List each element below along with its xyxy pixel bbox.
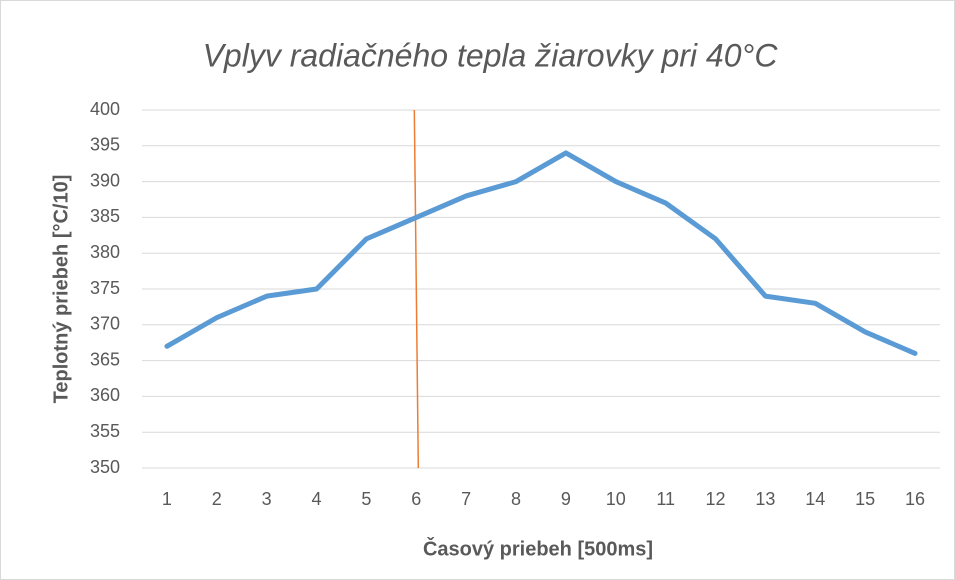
x-tick-label: 6 (411, 489, 421, 509)
x-tick-label: 8 (511, 489, 521, 509)
x-tick-label: 7 (461, 489, 471, 509)
x-tick-label: 1 (162, 489, 172, 509)
x-tick-label: 13 (755, 489, 775, 509)
x-tick-label: 15 (855, 489, 875, 509)
x-tick-label: 12 (706, 489, 726, 509)
data-line (164, 150, 918, 356)
x-tick-label: 16 (905, 489, 925, 509)
y-tick-label: 355 (90, 421, 120, 441)
marker-line (413, 109, 420, 469)
x-tick-label: 10 (606, 489, 626, 509)
y-tick-label: 350 (90, 457, 120, 477)
y-tick-label: 395 (90, 135, 120, 155)
y-tick-label: 360 (90, 385, 120, 405)
x-tick-label: 2 (212, 489, 222, 509)
chart-title: Vplyv radiačného tepla žiarovky pri 40°C (203, 37, 779, 73)
y-tick-label: 390 (90, 170, 120, 190)
x-tick-label: 11 (656, 489, 675, 509)
y-tick-label: 400 (90, 99, 120, 119)
x-axis-label: Časový priebeh [500ms] (423, 536, 653, 560)
y-tick-label: 370 (90, 314, 120, 334)
y-tick-label: 385 (90, 206, 120, 226)
x-tick-label: 3 (262, 489, 272, 509)
x-tick-label: 4 (312, 489, 322, 509)
y-axis-label: Teplotný priebeh [°C/10] (50, 175, 72, 404)
y-tick-label: 375 (90, 278, 120, 298)
x-tick-label: 5 (361, 489, 371, 509)
x-tick-label: 9 (561, 489, 571, 509)
x-tick-label: 14 (805, 489, 825, 509)
y-tick-label: 365 (90, 349, 120, 369)
y-tick-label: 380 (90, 242, 120, 262)
